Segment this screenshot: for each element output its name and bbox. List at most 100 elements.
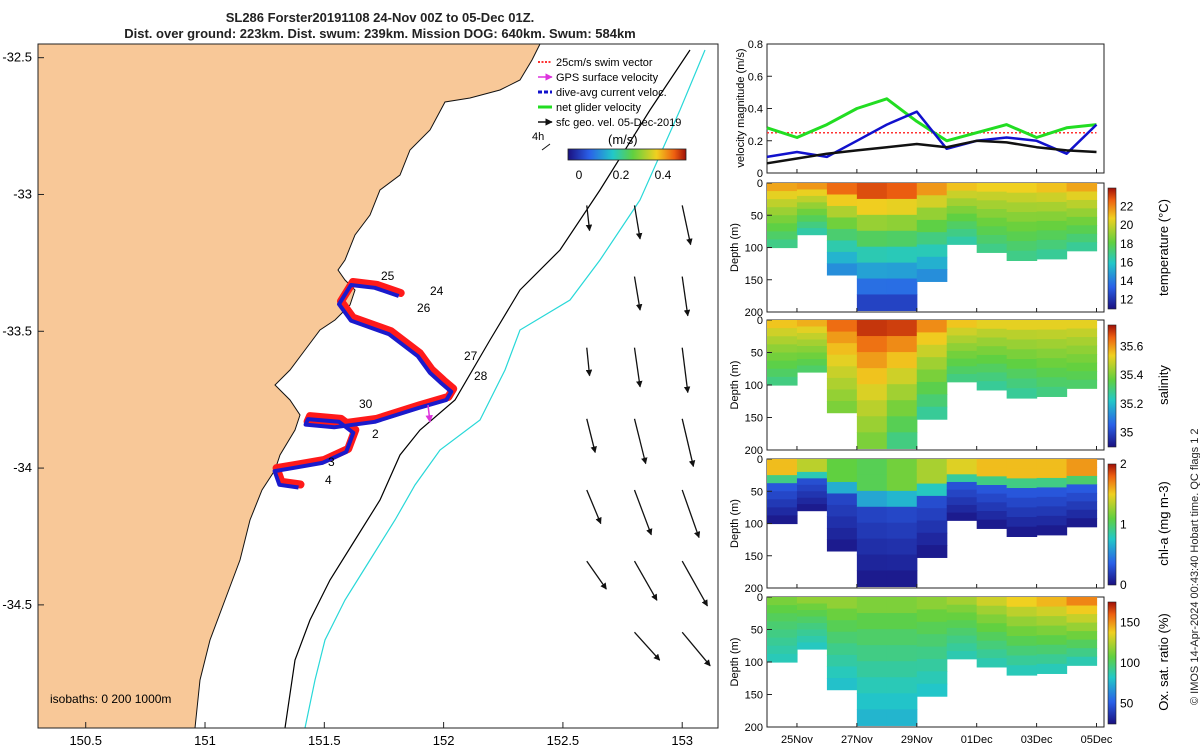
geo-velocity-arrow [585, 205, 593, 232]
section-cell [916, 658, 948, 672]
section-cell [946, 366, 978, 375]
section-cell [946, 489, 978, 498]
section-cell [856, 693, 888, 710]
glider-track [272, 278, 458, 490]
section-cell [1066, 216, 1098, 226]
geo-velocity-arrow [633, 276, 643, 311]
section-cell [856, 416, 888, 433]
section-cell [946, 612, 978, 621]
section-cell [916, 269, 948, 282]
section-cell [946, 236, 978, 245]
depth-tick-label: 150 [745, 275, 763, 287]
depth-tick-label: 100 [745, 657, 763, 669]
section-cell [976, 363, 1008, 374]
lon-tick-label: 153 [671, 733, 693, 748]
section-cell [1036, 663, 1068, 674]
depth-tick-label: 150 [745, 690, 763, 702]
section-cell [916, 683, 948, 697]
section-cell [946, 635, 978, 644]
section-cell [767, 499, 798, 508]
section-cell [886, 336, 918, 353]
section-cell [1036, 358, 1068, 369]
credit-text: © IMOS 14-Apr-2024 00:43:40 Hobart time.… [1189, 428, 1200, 705]
section-cell [916, 520, 948, 534]
section-cell [946, 651, 978, 660]
section-cell [946, 497, 978, 506]
day-label-24: 24 [430, 284, 444, 298]
depth-tick-label: 100 [745, 243, 763, 255]
section-cell [826, 320, 858, 333]
section-cell [767, 207, 798, 216]
section-cell [856, 183, 888, 200]
section-cell [796, 459, 828, 467]
section-cell [886, 677, 918, 694]
section-cell [916, 344, 948, 358]
section-cell [1006, 626, 1038, 637]
section-cell [1036, 625, 1068, 636]
section-cell [886, 246, 918, 264]
section-cell [976, 226, 1008, 236]
section-cell [946, 512, 978, 521]
section-cell [856, 522, 888, 540]
lat-tick-label: -33.5 [2, 323, 32, 338]
surface-velocity-field [585, 205, 711, 667]
section-cell [916, 646, 948, 660]
section-cell [886, 183, 918, 200]
map-frame [37, 43, 719, 729]
section-cell [886, 352, 918, 369]
section-cell [946, 190, 978, 199]
section-cell [1066, 518, 1098, 528]
legend-geo-velocity: sfc geo. vel. 05-Dec-2019 [556, 117, 681, 129]
section-cell [767, 653, 798, 663]
gps-surface-velocity-arrow [425, 404, 433, 423]
depth-tick-label: 50 [751, 348, 763, 360]
section-cell [767, 223, 798, 232]
velocity-axes-frame [766, 43, 1105, 174]
section-cell [886, 613, 918, 630]
section-cell [916, 369, 948, 383]
section-cell [796, 365, 828, 373]
section-cell [767, 215, 798, 224]
velocity-series [766, 97, 1098, 165]
depth-tick-label: 50 [751, 486, 763, 498]
velocity-panel: 0 0.2 0.4 0.6 0.8 velocity magnitude (m/s) [735, 39, 1105, 180]
section-cell [916, 597, 948, 610]
section-cell [856, 336, 888, 353]
colorbar-tick-label: 12 [1120, 293, 1134, 307]
depth-tick-label: 0 [757, 592, 763, 604]
section-cell [976, 337, 1008, 347]
section-cell [1036, 211, 1068, 222]
section-ylabel: Depth (m) [729, 499, 741, 548]
section-cell [1066, 475, 1098, 485]
lon-tick-label: 152 [433, 733, 455, 748]
section-cell [1006, 339, 1038, 350]
section-cell [1006, 192, 1038, 203]
geo-velocity-arrow [586, 418, 597, 454]
section-cell [1066, 379, 1098, 389]
depth-tick-label: 0 [757, 454, 763, 466]
section-ylabel: Depth (m) [729, 361, 741, 410]
map-latitude-ticks: -32.5 -33 -33.5 -34 -34.5 [2, 50, 44, 612]
section-cell [1066, 459, 1098, 469]
section-cell [1036, 654, 1068, 665]
day-label-2: 2 [372, 427, 379, 441]
section-cell [826, 251, 858, 265]
section-cell [886, 645, 918, 662]
section-cell [886, 400, 918, 417]
time-tick-label: 29Nov [901, 734, 933, 746]
section-cell [946, 350, 978, 360]
section-cell [976, 346, 1008, 356]
depth-tick-label: 200 [745, 583, 763, 595]
lat-tick-label: -34 [13, 460, 32, 475]
section-cell [976, 649, 1008, 659]
section-cell [767, 467, 798, 476]
colorbar-tick-label: 35 [1120, 426, 1134, 440]
section-cell [856, 538, 888, 556]
section-cell [916, 508, 948, 522]
section-cell [767, 199, 798, 208]
section-cell [767, 320, 798, 329]
section-cell [826, 183, 858, 196]
section-cell [1036, 230, 1068, 241]
section-cell [976, 381, 1008, 391]
section-cell [826, 228, 858, 242]
